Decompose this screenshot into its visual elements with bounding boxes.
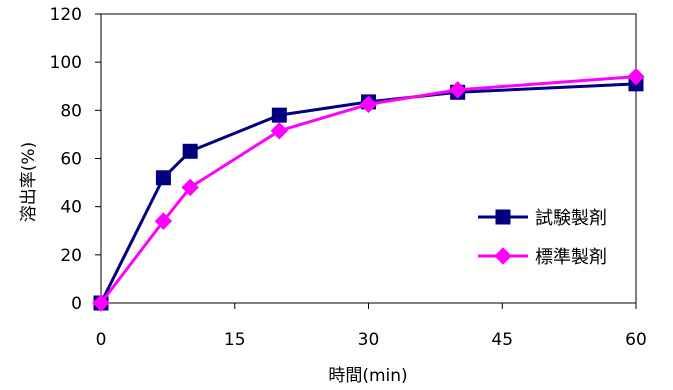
y-tick-label: 0 (71, 294, 82, 314)
x-tick-label: 15 (224, 330, 246, 350)
data-point (181, 178, 199, 197)
y-tick-label: 60 (60, 150, 82, 170)
legend-marker (495, 209, 511, 225)
legend-label: 標準製剤 (535, 247, 607, 268)
data-point (271, 107, 287, 123)
data-point (155, 170, 171, 186)
data-point (448, 81, 467, 99)
data-point (270, 122, 289, 140)
x-tick-label: 30 (358, 330, 380, 350)
y-tick-label: 120 (50, 5, 82, 25)
x-axis-title: 時間(min) (328, 366, 407, 386)
y-tick-label: 80 (60, 101, 82, 121)
x-tick-label: 45 (491, 330, 513, 350)
legend-label: 試験製剤 (535, 208, 607, 229)
data-point (627, 67, 645, 86)
data-point (154, 212, 173, 230)
y-tick-label: 20 (60, 246, 82, 266)
x-tick-label: 0 (96, 330, 107, 350)
y-axis-title: 溶出率(%) (19, 142, 39, 222)
series-2 (92, 67, 645, 312)
data-point (182, 143, 198, 159)
legend-marker (494, 247, 512, 265)
y-tick-label: 40 (60, 198, 82, 218)
series-line (99, 82, 637, 304)
data-point (359, 95, 378, 114)
x-tick-label: 60 (625, 330, 647, 350)
y-tick-label: 100 (50, 53, 82, 73)
data-point (92, 294, 110, 312)
